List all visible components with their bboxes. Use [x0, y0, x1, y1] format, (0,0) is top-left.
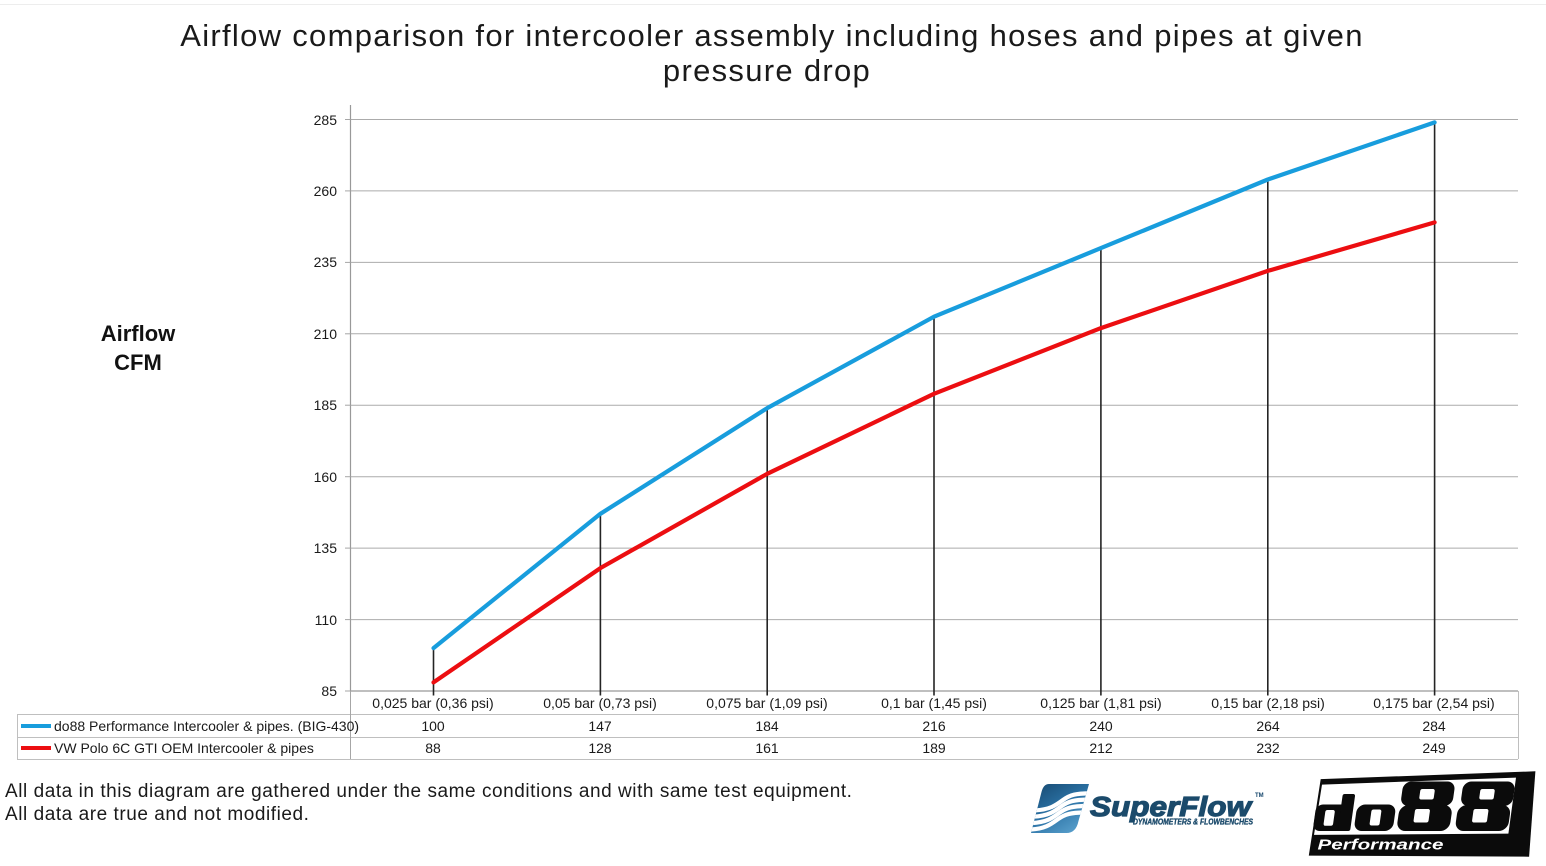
svg-text:Performance: Performance: [1318, 837, 1444, 854]
svg-text:SuperFlow: SuperFlow: [1090, 791, 1253, 822]
svg-text:TM: TM: [1255, 793, 1264, 799]
svg-text:DYNAMOMETERS & FLOWBENCHES: DYNAMOMETERS & FLOWBENCHES: [1133, 817, 1253, 827]
